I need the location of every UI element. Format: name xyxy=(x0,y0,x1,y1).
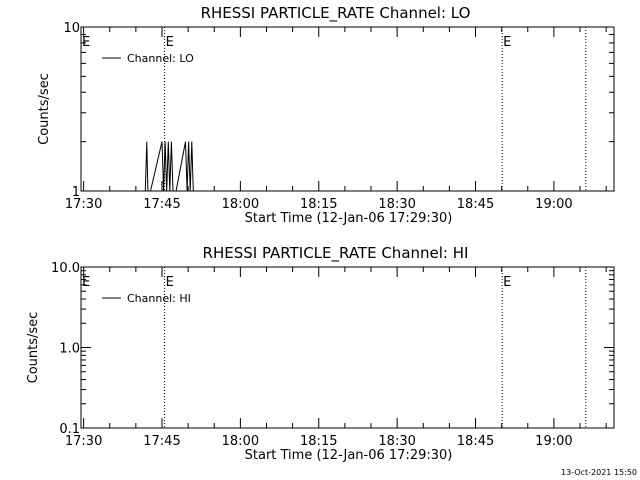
x-tick-label: 18:45 xyxy=(457,434,494,449)
y-tick-label: 0.1 xyxy=(59,422,80,437)
x-tick-label: 18:45 xyxy=(457,197,494,212)
y-tick-label: 10 xyxy=(63,21,80,36)
footer-timestamp: 13-Oct-2021 15:50 xyxy=(561,468,637,477)
event-marker-label: E xyxy=(166,35,174,50)
x-axis-label: Start Time (12-Jan-06 17:29:30) xyxy=(245,211,453,226)
x-tick-label: 17:45 xyxy=(143,434,180,449)
y-axis-label: Counts/sec xyxy=(37,73,52,145)
chart-panel-0: RHESSI PARTICLE_RATE Channel: LO E E E 17:30… xyxy=(37,4,615,226)
x-tick-label: 17:45 xyxy=(143,197,180,212)
x-tick-label: 18:00 xyxy=(222,197,259,212)
x-tick-label: 19:00 xyxy=(535,197,572,212)
event-marker-label: E xyxy=(503,275,511,290)
chart-title: RHESSI PARTICLE_RATE Channel: HI xyxy=(203,244,469,263)
chart-title: RHESSI PARTICLE_RATE Channel: LO xyxy=(201,4,471,23)
legend-label: Channel: LO xyxy=(127,52,194,65)
x-tick-label: 18:30 xyxy=(378,197,415,212)
plot-frame xyxy=(80,26,615,192)
y-axis-label: Counts/sec xyxy=(26,312,41,384)
x-axis-label: Start Time (12-Jan-06 17:29:30) xyxy=(245,448,453,463)
chart-panel-1: RHESSI PARTICLE_RATE Channel: HI E E E 17:30… xyxy=(26,244,615,463)
y-tick-label: 1 xyxy=(72,185,80,200)
x-tick-label: 19:00 xyxy=(535,434,572,449)
y-tick-label: 10.0 xyxy=(51,261,80,276)
x-tick-label: 17:30 xyxy=(65,434,102,449)
y-tick-label: 1.0 xyxy=(59,342,80,357)
x-tick-label: 17:30 xyxy=(65,197,102,212)
event-marker-label: E xyxy=(166,275,174,290)
x-tick-label: 18:15 xyxy=(300,434,337,449)
legend-label: Channel: HI xyxy=(127,292,191,305)
series-line xyxy=(144,141,195,192)
x-tick-label: 18:30 xyxy=(378,434,415,449)
x-tick-label: 18:15 xyxy=(300,197,337,212)
x-tick-label: 18:00 xyxy=(222,434,259,449)
edge-label: E xyxy=(82,275,90,290)
edge-label: E xyxy=(82,35,90,50)
event-marker-label: E xyxy=(503,35,511,50)
